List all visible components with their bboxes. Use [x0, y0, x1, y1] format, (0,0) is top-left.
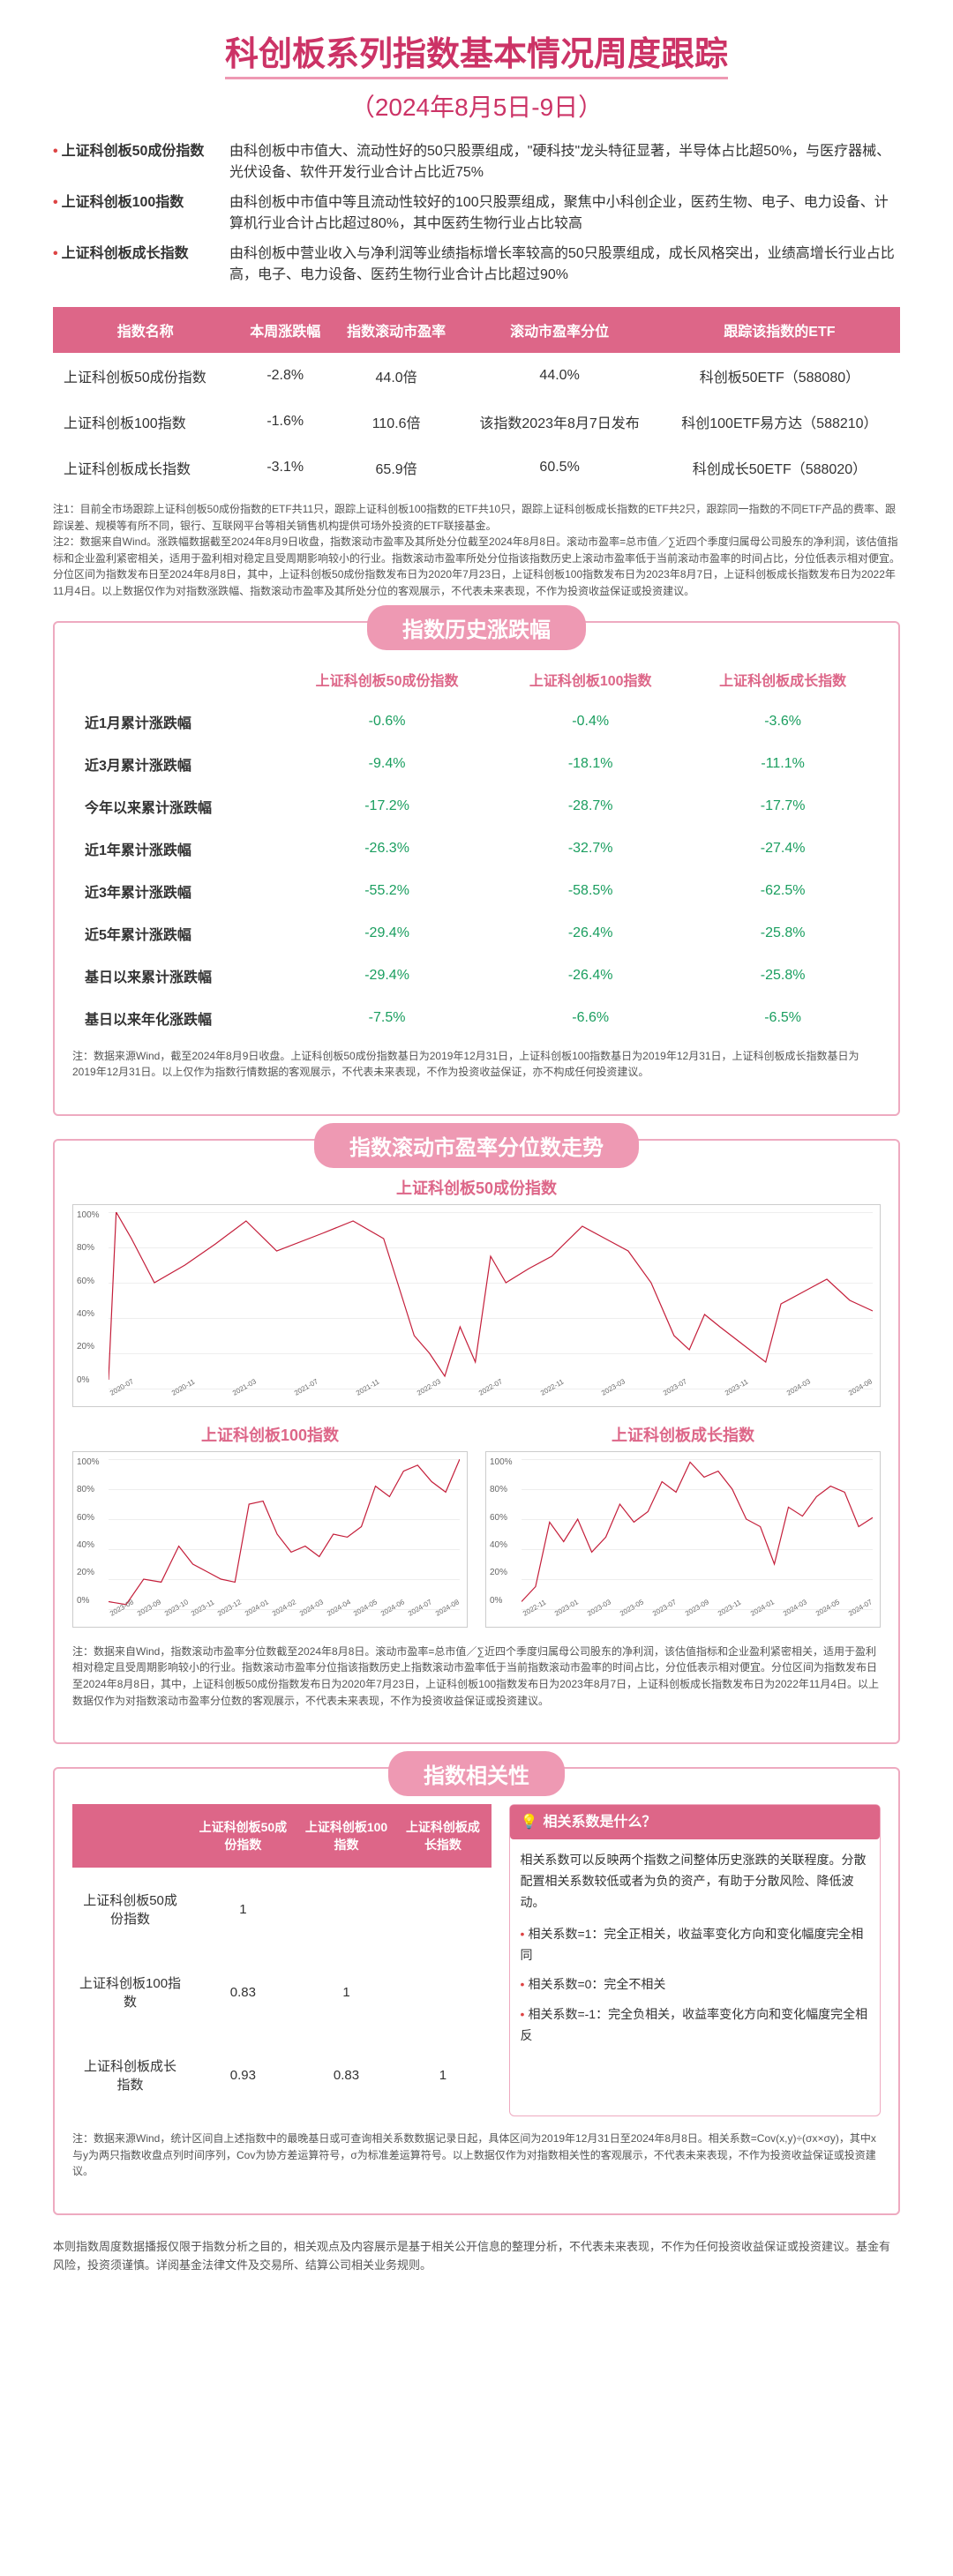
footer-disclaimer: 本则指数周度数据播报仅限于指数分析之目的，相关观点及内容展示是基于相关公开信息的…	[53, 2238, 900, 2275]
chart2-title: 上证科创板100指数	[72, 1423, 468, 1446]
chart-1: 100%80%60%40%20%0%2020-072020-112021-032…	[72, 1204, 881, 1407]
hist-note: 注：数据来源Wind，截至2024年8月9日收盘。上证科创板50成份指数基日为2…	[72, 1048, 881, 1081]
chart-2: 100%80%60%40%20%0%2023-082023-092023-102…	[72, 1451, 468, 1628]
hist-title: 指数历史涨跌幅	[367, 605, 586, 650]
corr-note: 注：数据来源Wind，统计区间自上述指数中的最晚基日或可查询相关系数数据记录日起…	[72, 2130, 881, 2180]
main-table: 指数名称本周涨跌幅指数滚动市盈率滚动市盈率分位跟踪该指数的ETF 上证科创板50…	[53, 307, 900, 490]
corr-title: 指数相关性	[388, 1751, 565, 1796]
corr-table: 上证科创板50成份指数上证科创板100指数上证科创板成长指数 上证科创板50成份…	[72, 1804, 492, 2116]
note-1: 注1：目前全市场跟踪上证科创板50成份指数的ETF共11只，跟踪上证科创板100…	[53, 501, 900, 600]
date-range: （2024年8月5日-9日）	[53, 88, 900, 124]
chart1-title: 上证科创板50成份指数	[72, 1176, 881, 1199]
chart-3: 100%80%60%40%20%0%2022-112023-012023-032…	[485, 1451, 881, 1628]
trend-title: 指数滚动市盈率分位数走势	[314, 1123, 639, 1168]
page-title: 科创板系列指数基本情况周度跟踪	[53, 26, 900, 79]
lightbulb-icon: 💡	[521, 1810, 538, 1834]
hist-table: 上证科创板50成份指数上证科创板100指数上证科创板成长指数 近1月累计涨跌幅-…	[72, 658, 881, 1039]
intro-list: •上证科创板50成份指数由科创板中市值大、流动性好的50只股票组成，"硬科技"龙…	[53, 141, 900, 286]
corr-info: 💡相关系数是什么？ 相关系数可以反映两个指数之间整体历史涨跌的关联程度。分散配置…	[509, 1804, 881, 2116]
trend-note: 注：数据来自Wind，指数滚动市盈率分位数截至2024年8月8日。滚动市盈率=总…	[72, 1644, 881, 1709]
chart3-title: 上证科创板成长指数	[485, 1423, 881, 1446]
